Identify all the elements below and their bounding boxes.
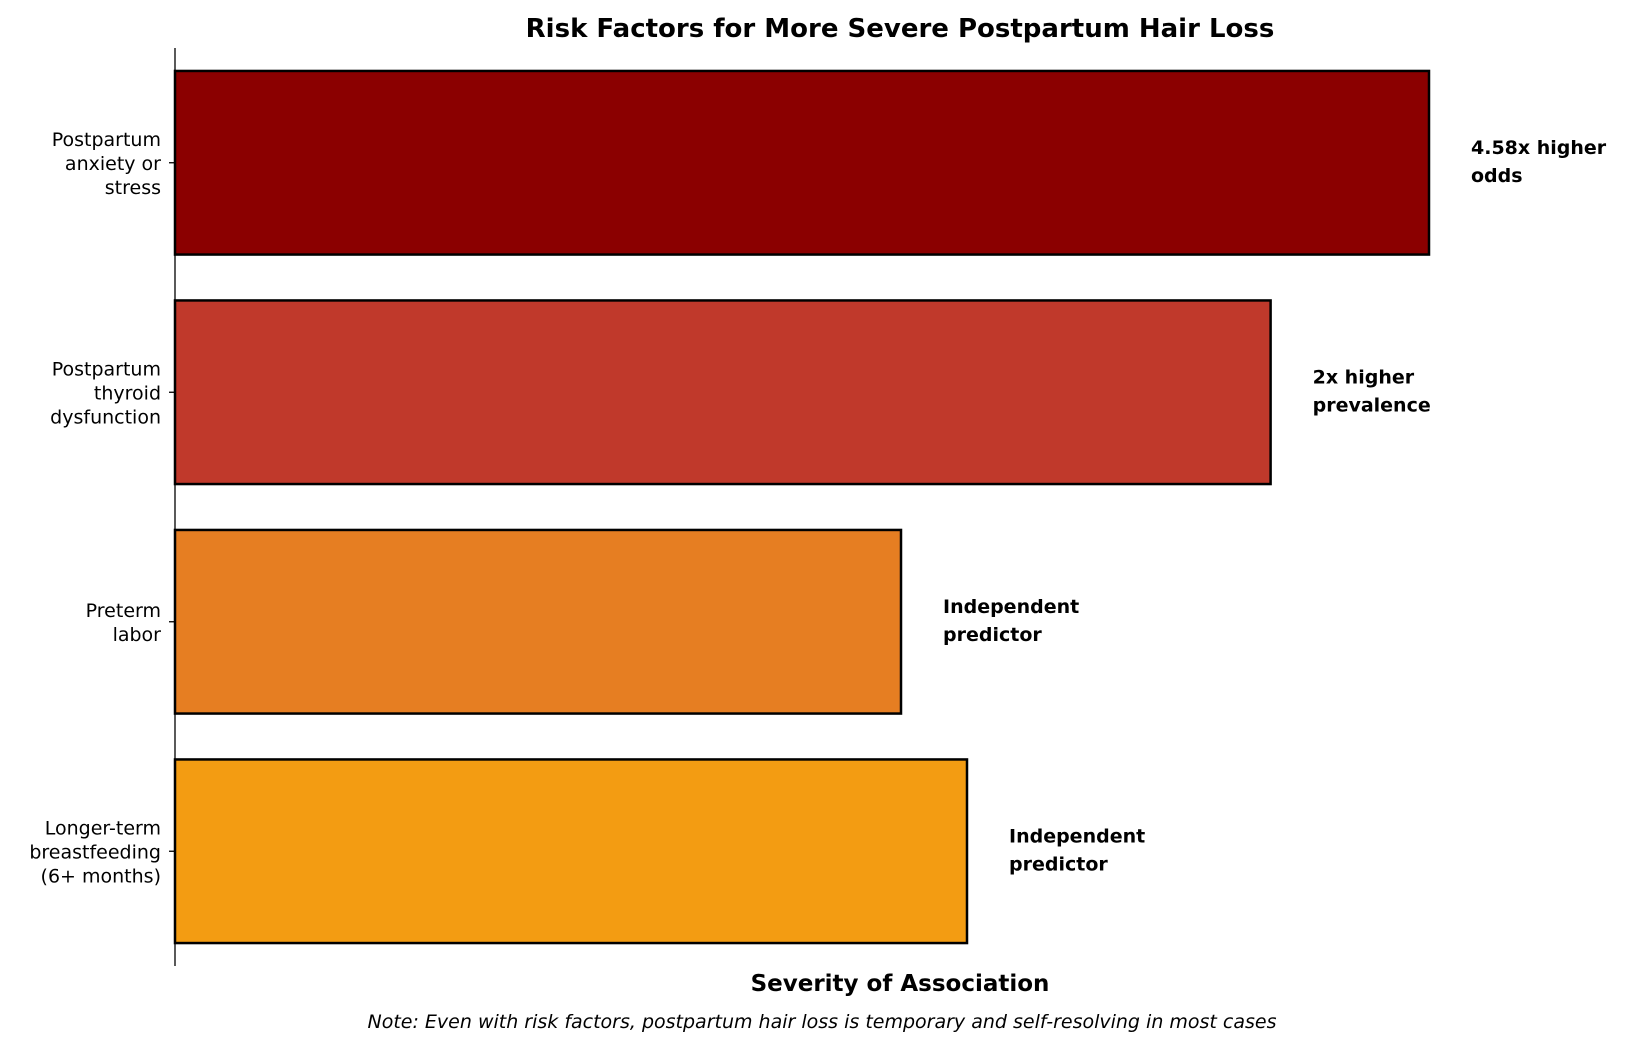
y-tick-label: Postpartum anxiety or stress — [52, 129, 161, 199]
y-tick-label: Preterm labor — [86, 600, 162, 646]
bar — [173, 69, 1431, 256]
y-tick-group: Postpartum anxiety or stress Postpartum thyr… — [29, 129, 175, 887]
bar — [173, 528, 903, 715]
y-tick-label: Postpartum thyroid dysfunction — [50, 358, 161, 428]
bar-value-label: 2x higher prevalence — [1313, 366, 1431, 416]
bar-value-label: Independent predictor — [943, 596, 1079, 646]
bar — [173, 299, 1272, 486]
y-tick-label: Longer-term breastfeeding (6+ months) — [29, 817, 161, 887]
data-label-group: 4.58x higher odds 2x higher prevalence Indep… — [943, 137, 1607, 876]
footnote: Note: Even with risk factors, postpartum… — [368, 1011, 1277, 1033]
chart-title: Risk Factors for More Severe Postpartum … — [526, 14, 1275, 44]
bar — [173, 758, 969, 945]
x-axis-label: Severity of Association — [751, 971, 1050, 997]
bar-value-label: 4.58x higher odds — [1471, 137, 1607, 187]
bar-group — [173, 69, 1431, 945]
bar-value-label: Independent predictor — [1009, 825, 1145, 875]
